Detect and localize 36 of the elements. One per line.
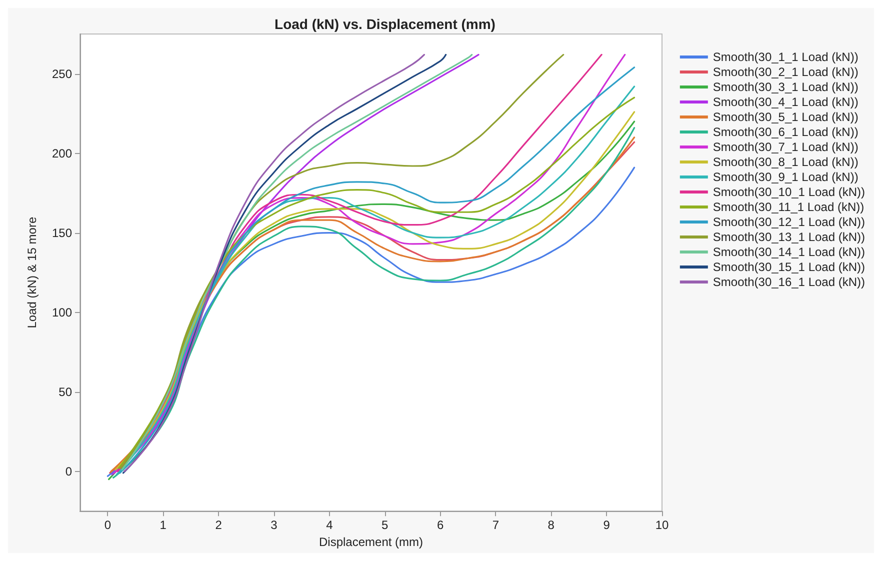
y-tick-label: 250 [52,66,72,81]
legend-label: Smooth(30_12_1 Load (kN)) [712,215,866,229]
legend-label: Smooth(30_10_1 Load (kN)) [712,185,866,199]
x-tick-label: 2 [215,518,222,532]
y-tick-label: 100 [52,305,72,320]
legend-label: Smooth(30_1_1 Load (kN)) [712,50,858,64]
y-tick-label: 0 [65,464,72,478]
legend-label: Smooth(30_7_1 Load (kN)) [712,140,858,154]
legend-label: Smooth(30_3_1 Load (kN)) [712,80,858,94]
legend-label: Smooth(30_11_1 Load (kN)) [712,200,864,214]
x-tick-label: 5 [382,518,389,532]
y-axis-title: Load (kN) & 15 more [25,216,39,328]
legend-label: Smooth(30_13_1 Load (kN)) [712,230,866,244]
legend-label: Smooth(30_16_1 Load (kN)) [712,275,866,289]
y-tick-label: 50 [58,384,72,399]
x-tick-label: 4 [326,518,334,532]
x-tick-label: 6 [436,518,444,532]
x-axis-title: Displacement (mm) [318,535,424,549]
legend-label: Smooth(30_9_1 Load (kN)) [712,170,858,184]
x-tick-label: 8 [548,518,555,532]
y-tick-label: 200 [52,146,72,160]
y-tick-label: 150 [52,226,72,240]
x-tick-label: 10 [655,518,669,532]
x-tick-label: 3 [270,518,278,532]
legend-label: Smooth(30_8_1 Load (kN)) [712,155,858,169]
x-tick-label: 1 [160,518,167,532]
x-tick-label: 0 [104,518,112,532]
x-tick-label: 7 [492,518,500,532]
legend-label: Smooth(30_15_1 Load (kN)) [712,260,866,274]
legend-label: Smooth(30_5_1 Load (kN)) [712,110,858,124]
x-tick-label: 9 [603,518,610,532]
legend-label: Smooth(30_14_1 Load (kN)) [712,245,866,259]
legend-label: Smooth(30_6_1 Load (kN)) [712,125,858,139]
legend-label: Smooth(30_4_1 Load (kN)) [712,95,858,109]
legend-label: Smooth(30_2_1 Load (kN)) [712,65,858,79]
chart-title: Load (kN) vs. Displacement (mm) [274,16,496,32]
